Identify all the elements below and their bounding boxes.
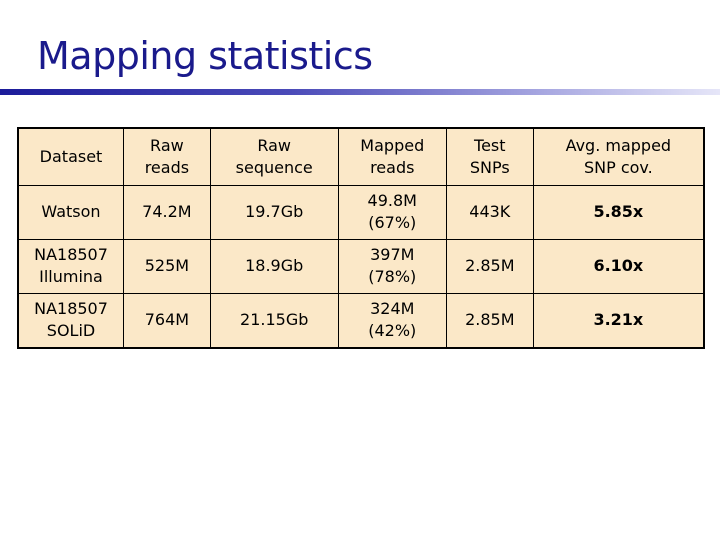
cell-mapped-reads: 49.8M (67%) <box>337 185 447 240</box>
cell-mapped-reads: 397M (78%) <box>337 238 447 294</box>
cell-raw-reads: 74.2M <box>123 185 211 240</box>
header-raw-sequence: Raw sequence <box>209 127 339 186</box>
cell-avg-snp-cov: 3.21x <box>532 292 705 349</box>
cell-test-snps: 443K <box>445 185 534 240</box>
cell-mapped-reads: 324M (42%) <box>337 292 447 349</box>
cell-test-snps: 2.85M <box>445 292 534 349</box>
header-raw-reads: Raw reads <box>123 127 211 186</box>
mapping-stats-table: Dataset Raw reads Raw sequence Mapped reads… <box>17 127 705 349</box>
header-mapped-reads: Mapped reads <box>337 127 447 186</box>
cell-raw-reads: 764M <box>123 292 211 349</box>
title-underline <box>0 89 720 95</box>
cell-avg-snp-cov: 5.85x <box>532 185 705 240</box>
table-row: NA18507 SOLiD 764M 21.15Gb 324M (42%) 2.85… <box>17 292 705 349</box>
header-dataset: Dataset <box>17 127 124 186</box>
cell-raw-sequence: 21.15Gb <box>209 292 339 349</box>
cell-raw-reads: 525M <box>123 238 211 294</box>
table-row: NA18507 Illumina 525M 18.9Gb 397M (78%) 2.… <box>17 238 705 294</box>
cell-raw-sequence: 19.7Gb <box>209 185 339 240</box>
cell-dataset: Watson <box>17 185 124 240</box>
cell-dataset: NA18507 Illumina <box>17 238 124 294</box>
header-test-snps: Test SNPs <box>445 127 534 186</box>
header-avg-snp-cov: Avg. mapped SNP cov. <box>532 127 705 186</box>
cell-raw-sequence: 18.9Gb <box>209 238 339 294</box>
table-row: Watson 74.2M 19.7Gb 49.8M (67%) 443K 5.85… <box>17 185 705 240</box>
table-header-row: Dataset Raw reads Raw sequence Mapped reads… <box>17 127 705 186</box>
slide-title: Mapping statistics <box>37 34 373 78</box>
cell-dataset: NA18507 SOLiD <box>17 292 124 349</box>
cell-test-snps: 2.85M <box>445 238 534 294</box>
cell-avg-snp-cov: 6.10x <box>532 238 705 294</box>
